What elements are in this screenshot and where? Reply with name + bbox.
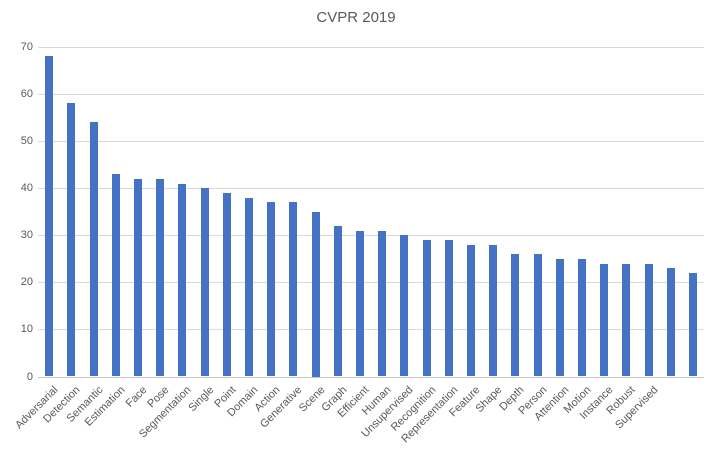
bar xyxy=(178,183,187,377)
gridline xyxy=(38,47,704,48)
x-axis-line xyxy=(38,376,704,378)
bar xyxy=(622,263,631,377)
y-axis-tick-label: 60 xyxy=(20,88,33,101)
bar xyxy=(355,230,364,377)
bar xyxy=(444,239,453,377)
y-axis-tick-label: 50 xyxy=(20,135,33,148)
gridline xyxy=(38,282,704,284)
bar xyxy=(644,263,653,377)
bar xyxy=(489,244,498,377)
gridline xyxy=(38,235,704,237)
bar xyxy=(577,258,586,377)
bar xyxy=(533,254,542,377)
bar xyxy=(222,192,231,377)
bar xyxy=(378,230,387,377)
bar xyxy=(267,202,276,377)
chart-title: CVPR 2019 xyxy=(316,9,396,26)
gridline xyxy=(38,188,704,190)
bar xyxy=(311,211,320,377)
bar xyxy=(555,258,564,377)
bar xyxy=(200,188,209,377)
y-axis-tick-label: 40 xyxy=(20,182,33,195)
bar xyxy=(67,103,76,377)
y-axis-tick-label: 0 xyxy=(26,370,33,383)
bar xyxy=(333,225,342,377)
bar xyxy=(400,235,409,377)
gridline xyxy=(38,329,704,331)
bar xyxy=(156,178,165,377)
y-axis-tick-label: 10 xyxy=(20,323,33,336)
bar xyxy=(600,263,609,377)
bar xyxy=(244,197,253,377)
gridline xyxy=(38,94,704,96)
y-axis-tick-label: 70 xyxy=(20,41,33,53)
gridline xyxy=(38,141,704,143)
bar xyxy=(45,56,54,377)
bar xyxy=(422,239,431,377)
bar xyxy=(466,244,475,377)
bar xyxy=(666,268,675,377)
bar xyxy=(511,254,520,377)
y-axis-tick-label: 20 xyxy=(20,276,33,289)
bar xyxy=(289,202,298,377)
bar xyxy=(688,272,697,377)
bar xyxy=(133,178,142,377)
bar xyxy=(89,122,98,377)
bar xyxy=(111,174,120,377)
y-axis-tick-label: 30 xyxy=(20,229,33,242)
